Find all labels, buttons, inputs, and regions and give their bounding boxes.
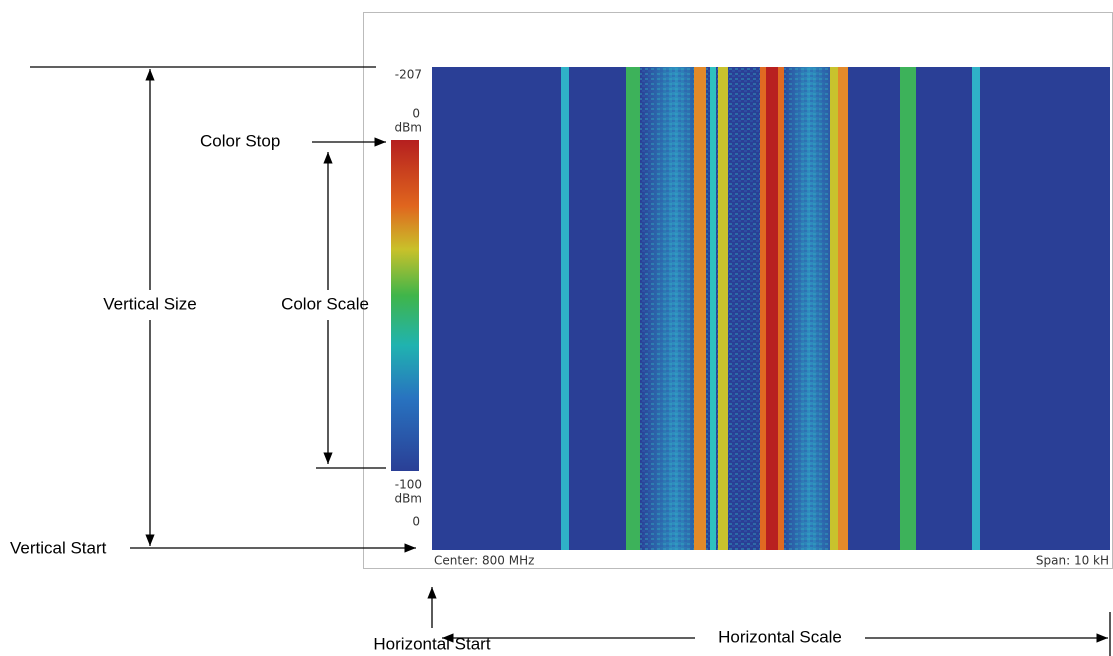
stop-value: 0	[412, 107, 420, 121]
scale-bottom: 0	[412, 515, 420, 529]
stop-unit: dBm	[394, 121, 422, 135]
callout: Horizontal Scale	[718, 627, 842, 646]
callout: Vertical Start	[10, 538, 107, 557]
start-unit: dBm	[394, 492, 422, 506]
span-label: Span: 10 kH	[1036, 554, 1109, 568]
callout: Color Stop	[200, 131, 280, 150]
center-label: Center: 800 MHz	[434, 554, 534, 568]
color-bar	[391, 140, 419, 471]
spectrogram	[432, 67, 1110, 550]
start-value: -100	[395, 478, 422, 492]
scale-top: -207	[395, 68, 422, 82]
callout: Color Scale	[281, 294, 369, 313]
callout: Horizontal Start	[373, 634, 490, 653]
callout: Vertical Size	[103, 294, 197, 313]
